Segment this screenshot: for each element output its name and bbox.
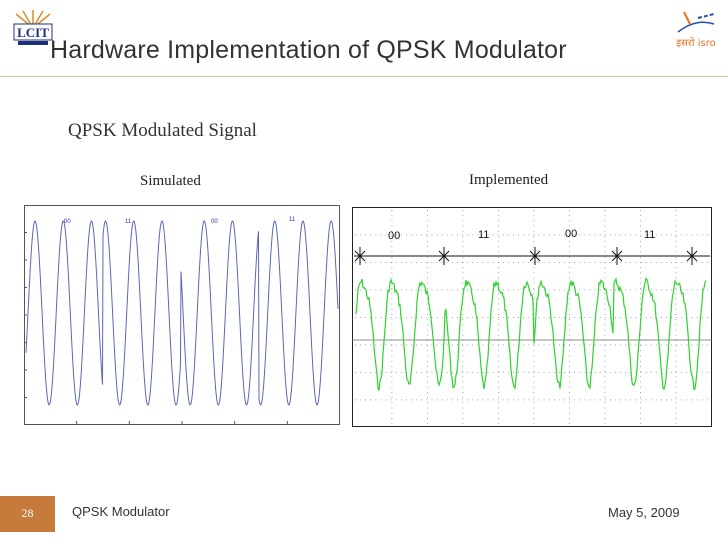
title-divider: [0, 76, 728, 77]
imp-symbol-label-1: 00: [388, 230, 400, 242]
sim-symbol-label-3: 00: [211, 219, 218, 225]
simulated-label: Simulated: [140, 173, 201, 189]
sim-symbol-label-4: 11: [289, 217, 296, 223]
logo-right-text: इसरो isro: [676, 37, 716, 49]
slide-title: Hardware Implementation of QPSK Modulato…: [50, 36, 567, 64]
lcit-logo: LCIT: [8, 10, 58, 48]
slide-number: 28: [21, 506, 34, 520]
footer-title: QPSK Modulator: [72, 504, 170, 519]
simulated-waveform-plot: 00 11 00 11: [24, 205, 340, 425]
implemented-label: Implemented: [469, 172, 549, 188]
sim-symbol-label-1: 00: [64, 219, 71, 225]
simulated-signal-trace: [25, 220, 339, 406]
imp-symbol-label-4: 11: [644, 229, 655, 241]
sim-symbol-label-2: 11: [125, 219, 132, 225]
slide-subtitle: QPSK Modulated Signal: [68, 120, 257, 141]
imp-symbol-label-3: 00: [565, 228, 577, 240]
implemented-waveform-plot: 00 11 00 11: [352, 207, 712, 427]
logo-left-text: LCIT: [17, 25, 49, 40]
isro-logo: इसरो isro: [676, 11, 716, 49]
implemented-signal-trace: [355, 277, 707, 391]
slide-number-box: [0, 496, 55, 532]
footer-date: May 5, 2009: [608, 505, 680, 520]
imp-symbol-label-2: 11: [478, 229, 489, 241]
